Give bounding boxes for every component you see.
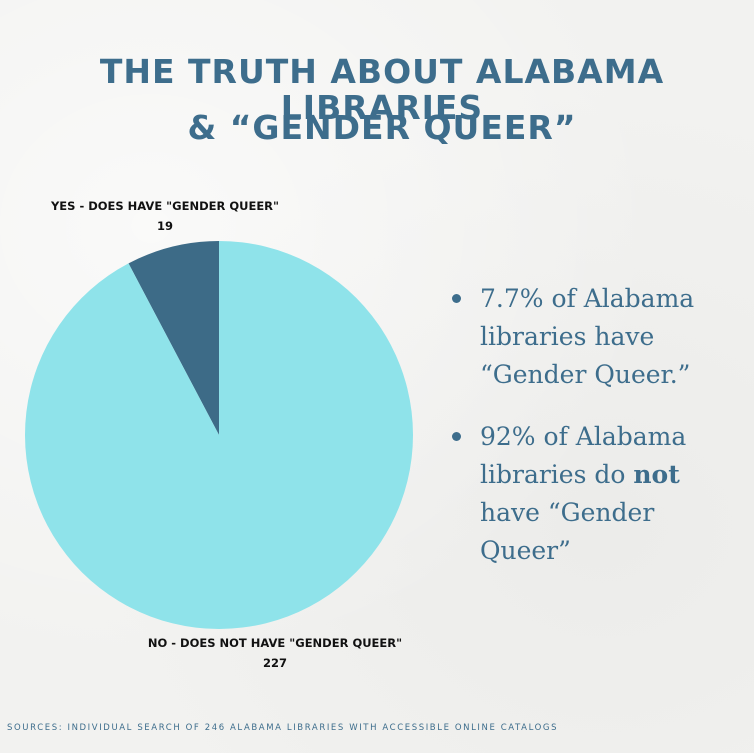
bullet-text-not-bold: not	[633, 460, 680, 489]
slice-value-yes: 19	[156, 219, 173, 233]
bullet-list: 7.7% of Alabama libraries have “Gender Q…	[450, 280, 740, 594]
slice-label-no-text: NO - DOES NOT HAVE "GENDER QUEER"	[147, 636, 403, 650]
sources-footnote: SOURCES: INDIVIDUAL SEARCH OF 246 ALABAM…	[7, 723, 559, 733]
bullet-dot-icon	[452, 432, 461, 441]
bullet-text-have: 7.7% of Alabama libraries have “Gender Q…	[480, 284, 695, 389]
pie-slice-no	[24, 241, 413, 629]
bullet-item-have: 7.7% of Alabama libraries have “Gender Q…	[450, 280, 740, 394]
bullet-text-not-have-pre: 92% of Alabama libraries do	[480, 422, 687, 489]
bullet-dot-icon	[452, 294, 461, 303]
page-title-line-2: & “GENDER QUEER”	[187, 108, 577, 147]
slice-label-yes-text: YES - DOES HAVE "GENDER QUEER"	[50, 199, 280, 213]
slice-value-no: 227	[262, 656, 287, 670]
pie-slice-yes	[128, 241, 219, 435]
page-title-line-1: THE TRUTH ABOUT ALABAMA LIBRARIES	[99, 52, 665, 127]
bullet-item-not-have: 92% of Alabama libraries do not have “Ge…	[450, 418, 740, 570]
bullet-text-not-have-post: have “Gender Queer”	[480, 498, 655, 565]
slice-label-no: NO - DOES NOT HAVE "GENDER QUEER" 227	[148, 633, 402, 673]
slice-label-yes: YES - DOES HAVE "GENDER QUEER" 19	[51, 196, 279, 236]
